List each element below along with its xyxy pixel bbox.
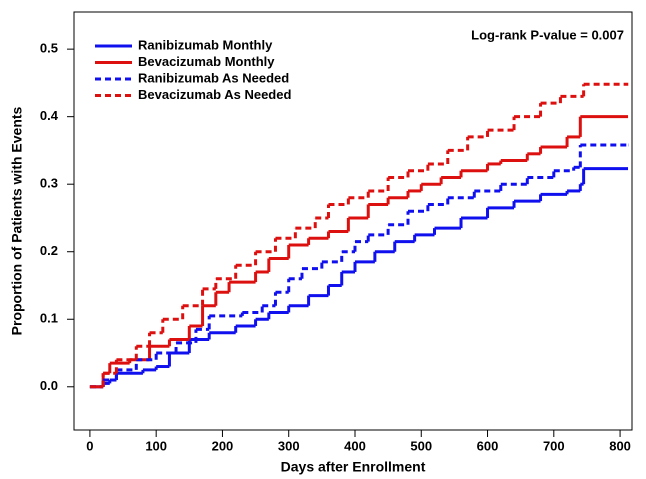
- legend-label: Ranibizumab As Needed: [138, 70, 289, 85]
- y-tick-label: 0.0: [40, 378, 58, 393]
- legend-label: Ranibizumab Monthly: [138, 37, 273, 52]
- x-tick-label: 400: [344, 438, 366, 453]
- x-tick-label: 100: [145, 438, 167, 453]
- y-tick-label: 0.5: [40, 41, 58, 56]
- y-tick-label: 0.2: [40, 243, 58, 258]
- y-axis-title: Proportion of Patients with Events: [9, 106, 25, 335]
- x-tick-label: 800: [609, 438, 631, 453]
- x-tick-label: 300: [278, 438, 300, 453]
- x-tick-label: 500: [410, 438, 432, 453]
- y-tick-label: 0.3: [40, 176, 58, 191]
- y-tick-label: 0.1: [40, 311, 58, 326]
- x-tick-label: 0: [86, 438, 93, 453]
- x-tick-label: 600: [477, 438, 499, 453]
- plot-frame: [73, 11, 633, 431]
- x-tick-label: 700: [543, 438, 565, 453]
- legend-label: Bevacizumab As Needed: [138, 87, 291, 102]
- x-tick-label: 200: [212, 438, 234, 453]
- legend-label: Bevacizumab Monthly: [138, 54, 275, 69]
- annotation: Log-rank P-value = 0.007: [471, 27, 624, 42]
- y-tick-label: 0.4: [40, 108, 59, 123]
- x-axis-title: Days after Enrollment: [281, 459, 426, 475]
